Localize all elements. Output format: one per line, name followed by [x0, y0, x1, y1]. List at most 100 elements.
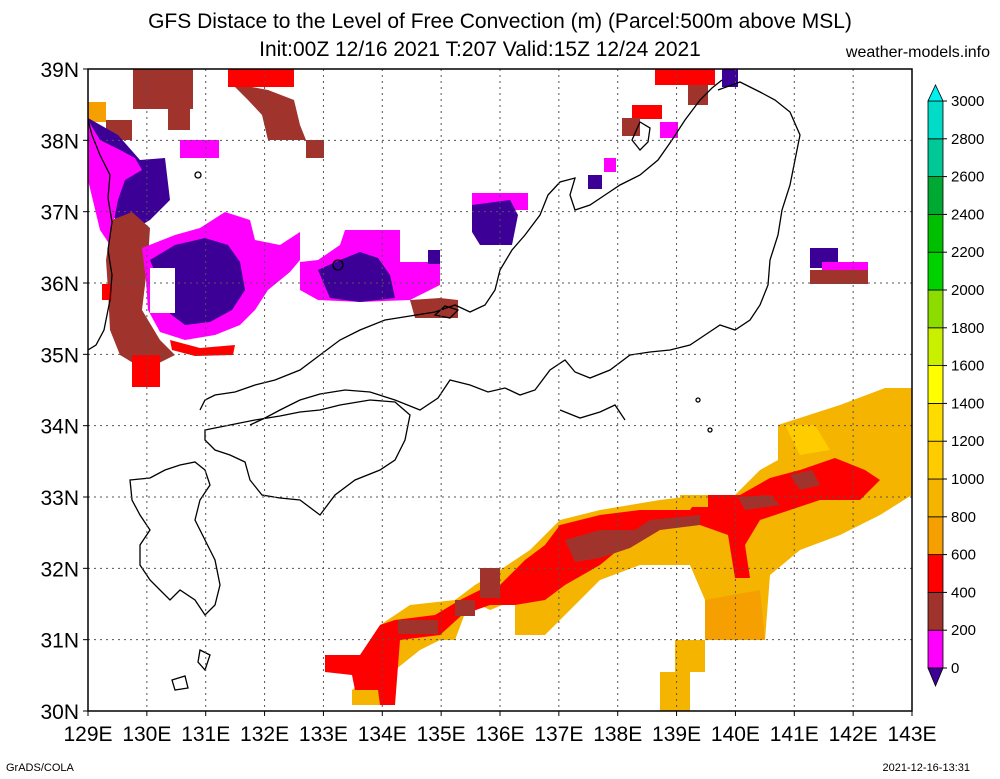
- field-cell: [455, 600, 475, 616]
- colorbar-label: 1000: [951, 471, 984, 488]
- izu-island: [707, 427, 713, 433]
- honshu-south-coast: [249, 81, 801, 426]
- field-region-purple: [472, 200, 518, 245]
- field-region-brown: [410, 298, 458, 318]
- lon-tick-label: 129E: [63, 723, 112, 746]
- sado-island: [631, 121, 651, 151]
- field-cell: [306, 140, 324, 158]
- lon-tick-label: 136E: [475, 723, 524, 746]
- field-cell: [168, 100, 190, 130]
- lat-tick-label: 39N: [40, 59, 79, 82]
- lon-tick-label: 130E: [122, 723, 171, 746]
- colorbar-band: [927, 176, 944, 215]
- field-cell: [228, 69, 294, 87]
- shikoku-coast: [204, 399, 411, 516]
- lat-tick-label: 31N: [40, 630, 79, 653]
- field-cell: [810, 270, 868, 284]
- lat-tick-label: 36N: [40, 273, 79, 296]
- field-cell: [180, 140, 205, 158]
- lon-tick-label: 131E: [181, 723, 230, 746]
- ulleung-island: [194, 171, 202, 179]
- tanegashima: [197, 649, 211, 672]
- field-cell: [680, 495, 708, 507]
- lat-tick-label: 34N: [40, 416, 79, 439]
- colorbar-label: 3000: [951, 93, 984, 110]
- lat-tick-label: 35N: [40, 344, 79, 367]
- colorbar-band: [927, 251, 944, 291]
- field-region-brown: [235, 87, 306, 140]
- colorbar-band: [927, 100, 944, 140]
- footer-software-credit: GrADS/COLA: [6, 762, 74, 774]
- chart-title: GFS Distace to the Level of Free Convect…: [148, 10, 852, 33]
- lon-tick-label: 141E: [770, 723, 819, 746]
- field-cell: [102, 284, 112, 300]
- colorbar-label: 2000: [951, 282, 984, 299]
- colorbar-band: [927, 440, 944, 480]
- lon-tick-label: 134E: [358, 723, 407, 746]
- colorbar-min-arrow: [927, 667, 944, 688]
- lat-tick-label: 38N: [40, 130, 79, 153]
- lon-tick-label: 135E: [417, 723, 466, 746]
- colorbar-label: 1800: [951, 320, 984, 337]
- awaji-island: [433, 305, 460, 319]
- colorbar-band: [927, 516, 944, 555]
- lat-tick-label: 33N: [40, 487, 79, 510]
- field-cell: [655, 69, 715, 85]
- colorbar-band: [927, 365, 944, 404]
- yakushima: [171, 675, 189, 691]
- colorbar-band: [927, 629, 944, 669]
- field-cell: [88, 102, 106, 122]
- izu-island: [695, 397, 701, 403]
- field-cell: [688, 85, 708, 105]
- field-region-brown: [738, 495, 780, 510]
- colorbar-label: 1600: [951, 358, 984, 375]
- kyushu-coast: [129, 461, 221, 617]
- site-credit: weather-models.info: [845, 44, 990, 61]
- field-region-red: [325, 458, 880, 705]
- colorbar-label: 600: [951, 547, 976, 564]
- colorbar-band: [927, 402, 944, 442]
- honshu-north-coast: [199, 79, 723, 411]
- field-region-magenta: [88, 120, 142, 245]
- convection-field: [88, 69, 912, 711]
- colorbar-band: [927, 138, 944, 178]
- lat-tick-label: 37N: [40, 202, 79, 225]
- field-cell: [722, 69, 738, 87]
- field-cell: [132, 355, 160, 387]
- lon-tick-label: 139E: [652, 723, 701, 746]
- colorbar: 0 200 400 600 800 1000 1200 1400 1600 1800 2000 220…: [927, 84, 984, 688]
- field-cell: [604, 158, 616, 172]
- colorbar-band: [927, 478, 944, 518]
- map-axes: 129E 130E 131E 132E 133E 134E 135E 136E 137E 138E…: [40, 59, 936, 746]
- coastlines: [88, 79, 801, 691]
- colorbar-label: 2600: [951, 169, 984, 186]
- footer-timestamp: 2021-12-16-13:31: [882, 762, 970, 774]
- field-region-yellow: [785, 425, 830, 455]
- lon-tick-label: 137E: [534, 723, 583, 746]
- kii-coast: [559, 404, 626, 421]
- lon-tick-label: 143E: [887, 723, 936, 746]
- field-cell: [822, 262, 868, 272]
- colorbar-label: 800: [951, 509, 976, 526]
- lon-tick-label: 133E: [299, 723, 348, 746]
- lon-tick-label: 140E: [711, 723, 760, 746]
- colorbar-band: [927, 213, 944, 253]
- field-region-brown: [106, 212, 175, 370]
- colorbar-label: 400: [951, 584, 976, 601]
- colorbar-max-arrow: [927, 84, 944, 102]
- colorbar-band: [927, 554, 944, 593]
- field-region-brown: [565, 515, 700, 562]
- field-cell: [428, 250, 440, 264]
- korea-coastline: [88, 119, 113, 351]
- chart-subtitle: Init:00Z 12/16 2021 T:207 Valid:15Z 12/2…: [259, 38, 701, 61]
- oki-island: [332, 259, 344, 271]
- lon-tick-label: 142E: [829, 723, 878, 746]
- field-region-purple: [318, 252, 395, 302]
- colorbar-label: 1400: [951, 395, 984, 412]
- field-cell: [632, 105, 662, 119]
- field-cell: [660, 122, 678, 138]
- lat-tick-label: 30N: [40, 701, 79, 724]
- colorbar-label: 0: [951, 660, 959, 677]
- field-region-red: [170, 340, 235, 356]
- lon-tick-label: 132E: [240, 723, 289, 746]
